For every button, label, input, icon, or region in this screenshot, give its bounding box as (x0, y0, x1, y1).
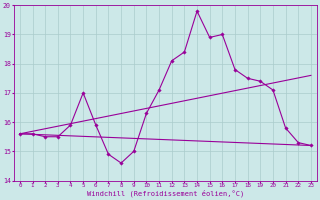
X-axis label: Windchill (Refroidissement éolien,°C): Windchill (Refroidissement éolien,°C) (87, 190, 244, 197)
